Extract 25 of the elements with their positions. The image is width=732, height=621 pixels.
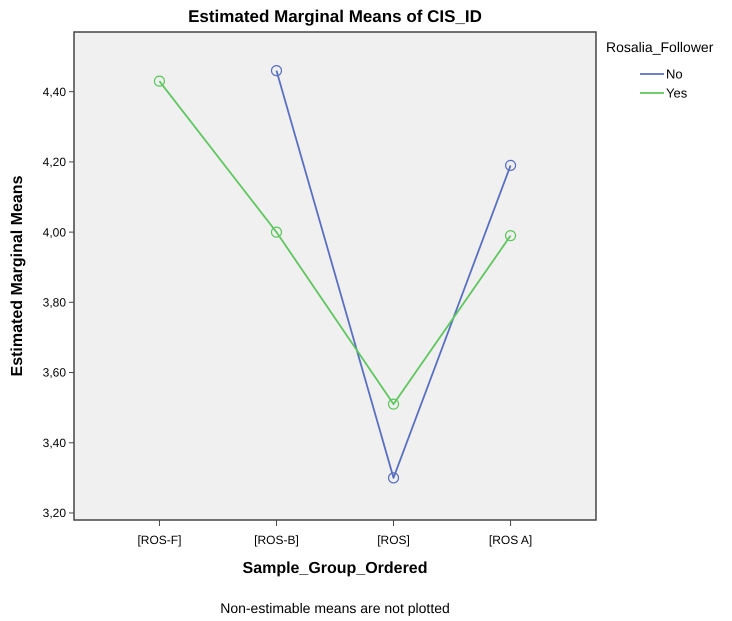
text: Non-estimable means are not plotted xyxy=(220,600,450,616)
point xyxy=(504,230,516,242)
point xyxy=(270,226,282,238)
y-tick-label: 4,00 xyxy=(42,225,66,240)
point xyxy=(154,76,166,87)
point xyxy=(270,65,282,76)
point xyxy=(388,398,400,410)
x-tick-label: [ROS] xyxy=(377,533,410,547)
x-tick-label: [ROS-B] xyxy=(254,533,299,547)
y-tick-label: 3,80 xyxy=(42,296,66,310)
x-axis-title: Sample_Group_Ordered xyxy=(242,560,428,577)
point xyxy=(388,472,400,484)
y-tick-label: 4,40 xyxy=(42,84,66,99)
point xyxy=(504,160,516,172)
legend-label: Yes xyxy=(666,86,688,101)
x-tick-label: [ROS-F] xyxy=(137,533,182,547)
y-tick-label: 3,60 xyxy=(42,366,66,380)
y-tick-label: 4,20 xyxy=(42,155,66,170)
chart-title: Estimated Marginal Means of CIS_ID xyxy=(188,7,482,26)
legend-label: No xyxy=(666,66,683,82)
y-axis-title: Estimated Marginal Means xyxy=(9,175,26,376)
x-tick-label: [ROS A] xyxy=(488,533,532,547)
y-tick-label: 3,20 xyxy=(42,506,66,520)
y-tick-label: 3,40 xyxy=(42,436,66,450)
legend-title: Rosalia_Follower xyxy=(606,39,714,55)
